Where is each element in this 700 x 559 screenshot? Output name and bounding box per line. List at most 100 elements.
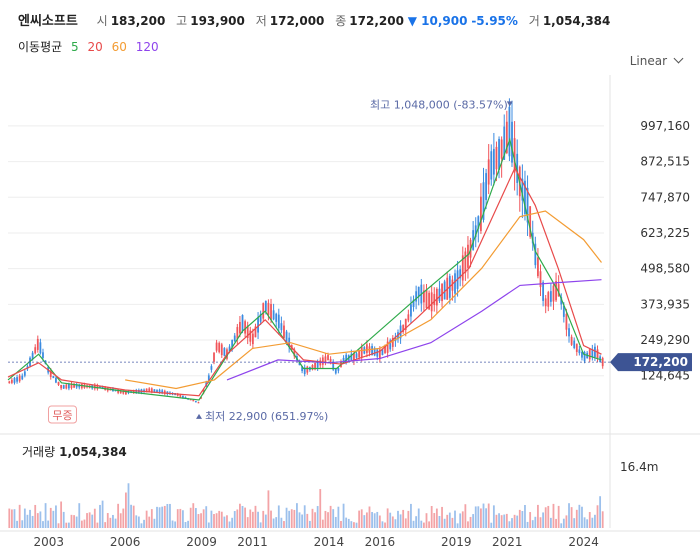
candle-body	[223, 348, 226, 356]
candle-body	[324, 356, 327, 363]
candle-body	[215, 342, 218, 351]
volume-bar	[404, 518, 407, 528]
candle-body	[417, 286, 420, 297]
volume-bar	[13, 509, 16, 528]
volume-bar	[355, 522, 358, 528]
candle-body	[467, 244, 469, 268]
volume-bar	[158, 507, 161, 528]
candle-body	[472, 230, 475, 250]
volume-bar	[340, 520, 342, 528]
candle-body	[332, 361, 335, 370]
candle-body	[192, 400, 195, 402]
volume-bar	[39, 511, 42, 528]
volume-bar	[125, 492, 127, 528]
volume-bar	[521, 511, 524, 528]
candle-body	[358, 350, 361, 358]
candle-body	[73, 383, 75, 388]
candle-body	[539, 271, 542, 288]
volume-bar	[456, 523, 459, 528]
candle-body	[236, 327, 239, 339]
candle-body	[127, 391, 130, 394]
volume-bar	[156, 506, 158, 528]
volume-bar	[557, 505, 560, 528]
change-value: ▼ 10,900	[407, 14, 468, 28]
volume-bar	[272, 518, 275, 528]
volume-bar	[539, 517, 542, 528]
volume-bar	[334, 516, 337, 528]
x-tick-label: 2009	[186, 535, 217, 549]
volume-bar	[552, 503, 555, 528]
candle-body	[213, 352, 215, 362]
volume-bar	[441, 506, 443, 528]
volume-bar	[594, 514, 596, 528]
volume-bar	[337, 506, 340, 528]
volume-bar	[112, 514, 114, 528]
volume-bar	[220, 511, 223, 528]
volume-bar	[599, 496, 602, 528]
candle-body	[526, 187, 529, 223]
candle-body	[158, 389, 161, 394]
open-value: 183,200	[110, 14, 166, 28]
candle-body	[251, 333, 254, 345]
volume-bar	[236, 509, 239, 528]
candle-body	[485, 173, 487, 200]
candle-body	[353, 353, 355, 361]
candle-body	[544, 298, 547, 307]
x-tick-label: 2003	[33, 535, 64, 549]
candle-body	[443, 281, 446, 300]
candle-body	[555, 281, 557, 301]
candle-body	[60, 384, 63, 389]
candle-body	[202, 389, 205, 393]
x-tick-label: 2021	[492, 535, 523, 549]
candle-body	[508, 106, 511, 157]
volume-bar	[44, 503, 47, 528]
volume-bar	[573, 518, 576, 528]
candle-body	[412, 299, 415, 307]
candle-body	[425, 289, 428, 308]
y-tick-label: 747,870	[640, 190, 690, 204]
candle-body	[314, 362, 316, 370]
volume-bar	[480, 508, 482, 528]
volume-bar	[23, 508, 26, 528]
volume-bar	[368, 506, 371, 528]
volume-bar	[513, 514, 516, 528]
close-value: 172,200	[349, 14, 404, 28]
candle-body	[259, 313, 262, 322]
candle-body	[62, 385, 65, 389]
x-tick-label: 2019	[441, 535, 472, 549]
volume-bar	[601, 511, 604, 528]
high-annotation: 최고 1,048,000 (-83.57%)	[370, 98, 508, 111]
candle-body	[552, 285, 555, 302]
volume-bar	[461, 511, 464, 528]
low-annotation: 최저 22,900 (651.97%)	[205, 410, 328, 423]
volume-bar	[511, 518, 513, 528]
candle-body	[534, 243, 537, 266]
volume-bar	[508, 521, 511, 528]
volume-bar	[303, 505, 306, 528]
candle-body	[249, 330, 252, 342]
candle-body	[376, 349, 379, 357]
candle-body	[264, 300, 267, 312]
candle-body	[125, 391, 127, 395]
volume-bar	[182, 510, 184, 528]
volume-bar	[73, 515, 75, 528]
y-tick-label: 623,225	[640, 226, 690, 240]
candle-body	[321, 357, 324, 365]
candle-body	[495, 146, 498, 170]
volume-bar	[26, 514, 29, 528]
candle-body	[246, 325, 249, 338]
close-label: 종	[335, 14, 347, 28]
candle-body	[474, 225, 477, 238]
moving-average-legend[interactable]: 이동평균 5 20 60 120	[18, 38, 164, 55]
scale-dropdown[interactable]: Linear	[630, 53, 684, 68]
candle-body	[218, 342, 221, 353]
y-tick-label: 997,160	[640, 119, 690, 133]
volume-bar	[570, 507, 573, 528]
volume-bar	[127, 483, 130, 528]
candle-body	[55, 377, 57, 383]
volume-bar	[145, 510, 148, 528]
candle-body	[588, 349, 591, 360]
volume-bar	[277, 505, 280, 528]
candle-body	[257, 317, 259, 333]
